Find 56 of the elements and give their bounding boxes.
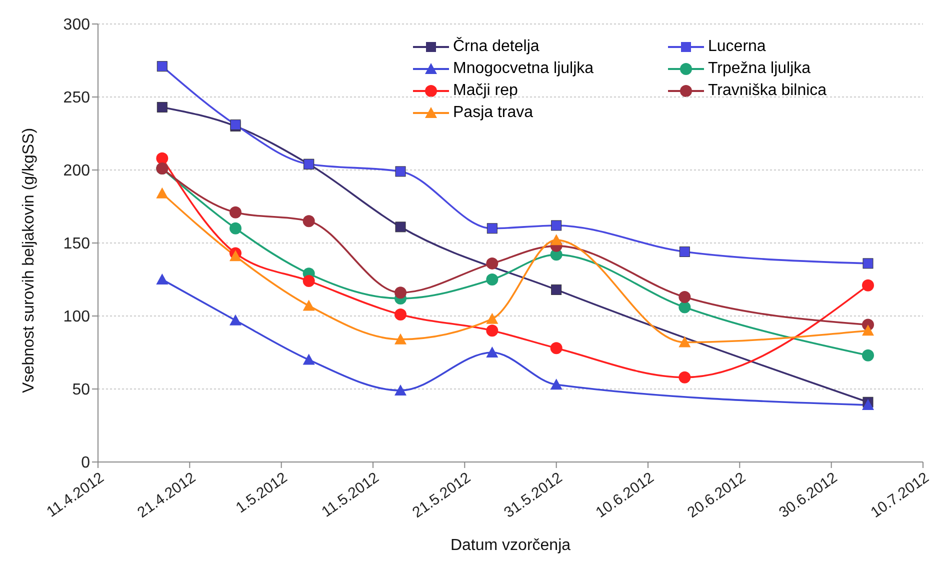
point	[486, 312, 498, 324]
point	[551, 284, 562, 295]
y-tick-label: 200	[63, 162, 90, 180]
y-tick-label: 250	[63, 90, 90, 107]
point	[862, 399, 874, 410]
y-tick-label: 100	[63, 308, 90, 326]
point	[486, 274, 498, 286]
point	[551, 220, 562, 231]
y-tick-label: 300	[63, 16, 90, 34]
point	[486, 257, 498, 270]
point	[394, 384, 406, 396]
point	[302, 215, 315, 228]
point	[230, 314, 242, 326]
point	[394, 308, 406, 321]
point	[302, 274, 315, 287]
point	[394, 333, 406, 344]
point	[486, 324, 498, 337]
point	[862, 349, 874, 362]
legend-label: Mnogocvetna ljuljka	[453, 60, 594, 78]
point	[862, 258, 874, 269]
legend-label: Trpežna ljuljka	[708, 60, 811, 78]
point	[862, 324, 874, 336]
legend-label: Črna detelja	[453, 38, 540, 56]
point	[678, 291, 691, 304]
point	[394, 286, 406, 299]
point	[230, 206, 242, 218]
point	[395, 222, 406, 232]
point	[550, 234, 562, 246]
y-tick-label: 0	[81, 454, 90, 472]
point	[156, 61, 168, 72]
point	[486, 223, 498, 234]
legend-label: Lucerna	[708, 38, 766, 56]
point	[678, 336, 691, 348]
point	[550, 342, 562, 354]
point	[679, 246, 690, 258]
y-tick-label: 50	[72, 382, 90, 399]
point	[395, 166, 406, 177]
point	[550, 378, 562, 390]
legend-label: Travniška bilnica	[708, 82, 827, 100]
x-axis-title: Datum vzorčenja	[450, 537, 571, 554]
point	[678, 371, 691, 384]
legend-label: Mačji rep	[453, 82, 518, 100]
legend-label: Pasja trava	[453, 104, 534, 122]
point	[156, 187, 168, 198]
point	[156, 274, 168, 284]
y-axis-title: Vsebnost surovih beljakovin (g/kgSS)	[20, 128, 38, 393]
point	[302, 354, 315, 365]
y-tick-label: 150	[63, 236, 90, 253]
point	[302, 300, 315, 311]
point	[486, 346, 498, 358]
point	[230, 250, 242, 262]
point	[678, 301, 691, 314]
point	[230, 222, 242, 234]
point	[862, 279, 874, 292]
point	[156, 102, 168, 112]
point	[156, 152, 168, 164]
